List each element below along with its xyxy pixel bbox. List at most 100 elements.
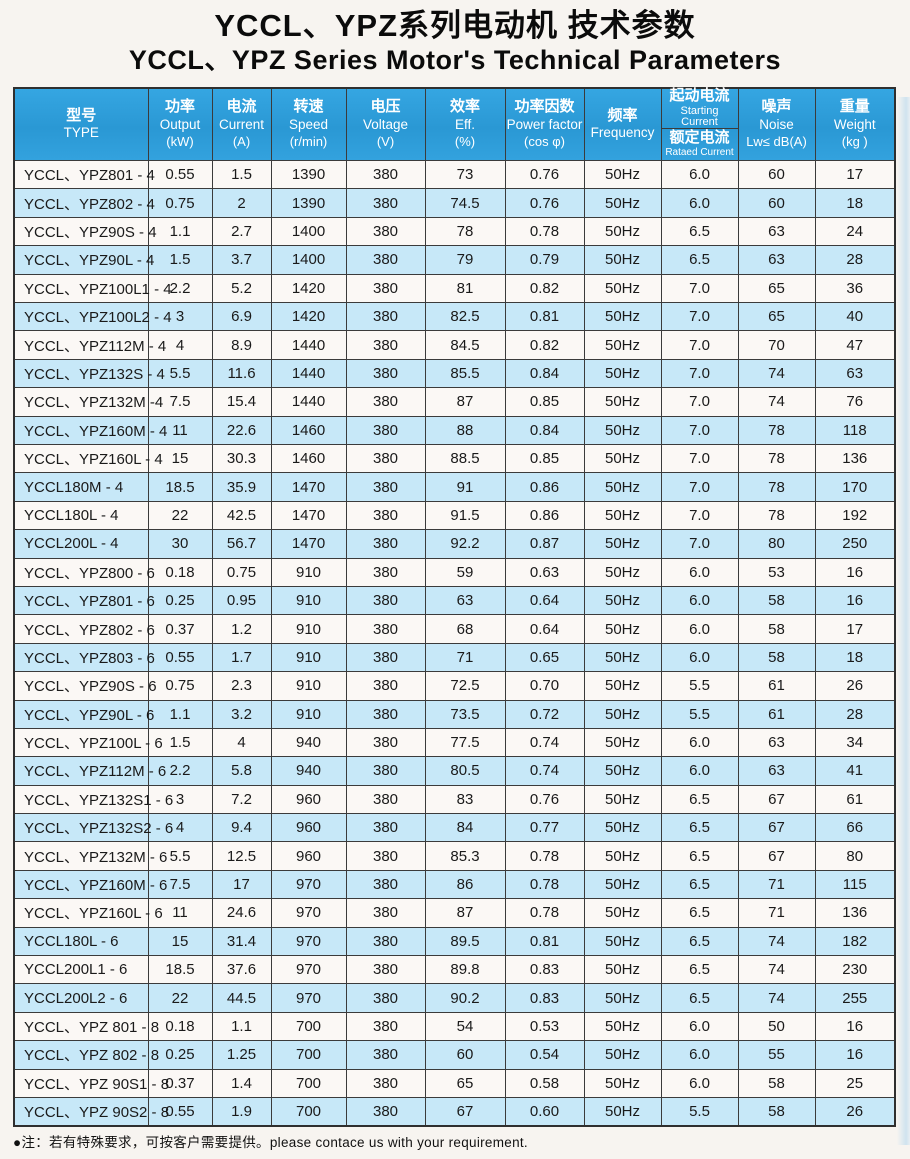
cell-power-factor: 0.64 (504, 614, 585, 644)
header-weight-en: Weight (833, 117, 876, 133)
table-header: 型号 TYPE 功率 Output (kW) 电流 Current (A) 转速… (13, 87, 896, 162)
page-title-zh: YCCL、YPZ系列电动机 技术参数 (214, 8, 696, 43)
cell-output: 15 (147, 926, 213, 957)
cell-frequency: 50Hz (583, 614, 662, 644)
header-output-en: Output (159, 117, 201, 133)
cell-speed: 1390 (270, 160, 347, 190)
header-frequency-zh: 频率 (607, 106, 638, 124)
cell-frequency: 50Hz (583, 415, 662, 445)
header-rated-current-bottom: 额定电流 Rataed Current (662, 129, 738, 160)
cell-weight: 47 (814, 330, 896, 360)
cell-weight: 136 (814, 898, 896, 928)
cell-output: 0.55 (147, 642, 213, 673)
cell-voltage: 380 (345, 443, 426, 474)
cell-type: YCCL、YPZ160M - 6 (13, 869, 167, 900)
table-row: YCCL、YPZ800 - 6 0.18 0.75 910 380 59 0.63 50Hz 6… (13, 557, 896, 587)
cell-weight: 17 (814, 614, 896, 644)
cell-eff: 77.5 (424, 727, 506, 758)
cell-type: YCCL200L1 - 6 (13, 955, 149, 985)
cell-speed: 970 (270, 869, 347, 900)
cell-frequency: 50Hz (583, 160, 662, 190)
cell-frequency: 50Hz (583, 302, 662, 332)
header-type-en: TYPE (63, 125, 99, 141)
cell-speed: 1400 (270, 216, 347, 247)
cell-output: 0.18 (147, 1011, 213, 1042)
cell-weight: 170 (814, 472, 896, 502)
cell-type: YCCL、YPZ132S1 - 6 (13, 784, 173, 815)
cell-frequency: 50Hz (583, 955, 662, 985)
table-row: YCCL、YPZ132S2 - 6 4 9.4 960 380 84 0.77 50Hz 6.5… (13, 813, 896, 843)
cell-noise: 60 (737, 160, 816, 190)
cell-type: YCCL、YPZ160M - 4 (13, 415, 167, 445)
cell-eff: 73 (424, 160, 506, 190)
header-weight-zh: 重量 (839, 98, 870, 116)
cell-noise: 78 (737, 500, 816, 531)
table-row: YCCL、YPZ132S - 4 5.5 11.6 1440 380 85.5 0.84 50… (13, 358, 896, 389)
table-row: YCCL、YPZ90L - 6 1.1 3.2 910 380 73.5 0.72 50Hz 5… (13, 699, 896, 729)
cell-output: 22 (147, 983, 213, 1013)
cell-current: 3.2 (211, 699, 272, 729)
cell-current: 0.75 (211, 557, 272, 587)
cell-current: 9.4 (211, 813, 272, 843)
cell-frequency: 50Hz (583, 500, 662, 531)
cell-noise: 74 (737, 983, 816, 1013)
header-type: 型号 TYPE (13, 87, 149, 162)
cell-weight: 16 (814, 1011, 896, 1042)
cell-starting-current: 6.5 (660, 926, 739, 957)
header-rated-current-en: Rataed Current (665, 147, 734, 159)
cell-voltage: 380 (345, 415, 426, 445)
cell-current: 24.6 (211, 898, 272, 928)
cell-current: 1.4 (211, 1068, 272, 1098)
cell-current: 17 (211, 869, 272, 900)
cell-power-factor: 0.76 (504, 160, 585, 190)
cell-current: 12.5 (211, 841, 272, 871)
cell-output: 1.1 (147, 216, 213, 247)
header-eff-unit: (%) (454, 134, 476, 150)
cell-weight: 230 (814, 955, 896, 985)
cell-frequency: 50Hz (583, 926, 662, 957)
header-voltage-en: Voltage (362, 117, 409, 133)
cell-eff: 91 (424, 472, 506, 502)
cell-frequency: 50Hz (583, 642, 662, 673)
cell-speed: 960 (270, 841, 347, 871)
cell-type: YCCL、YPZ112M - 4 (13, 330, 166, 360)
header-eff-zh: 效率 (449, 98, 480, 116)
cell-type: YCCL、YPZ90S - 6 (13, 671, 157, 701)
cell-voltage: 380 (345, 642, 426, 673)
cell-starting-current: 7.0 (660, 302, 739, 332)
header-weight: 重量 Weight (kg ) (814, 87, 896, 162)
cell-starting-current: 6.0 (660, 1068, 739, 1098)
cell-power-factor: 0.70 (504, 671, 585, 701)
cell-current: 7.2 (211, 784, 272, 815)
cell-noise: 58 (737, 642, 816, 673)
cell-current: 35.9 (211, 472, 272, 502)
scan-edge-artifact (897, 97, 910, 1145)
cell-eff: 90.2 (424, 983, 506, 1013)
cell-weight: 16 (814, 585, 896, 616)
cell-voltage: 380 (345, 699, 426, 729)
cell-noise: 58 (737, 1096, 816, 1127)
cell-weight: 136 (814, 443, 896, 474)
cell-type: YCCL、YPZ801 - 4 (13, 160, 155, 190)
cell-speed: 910 (270, 699, 347, 729)
cell-current: 1.2 (211, 614, 272, 644)
header-noise-zh: 噪声 (761, 98, 792, 116)
table-row: YCCL、YPZ132M -4 7.5 15.4 1440 380 87 0.85 50Hz 7… (13, 387, 896, 417)
cell-output: 30 (147, 529, 213, 559)
header-noise-unit: Lw≤ dB(A) (746, 134, 807, 150)
cell-eff: 92.2 (424, 529, 506, 559)
cell-voltage: 380 (345, 1011, 426, 1042)
parameters-table: 型号 TYPE 功率 Output (kW) 电流 Current (A) 转速… (13, 86, 896, 1127)
header-frequency-en: Frequency (590, 125, 655, 141)
cell-starting-current: 6.5 (660, 983, 739, 1013)
header-starting-current-zh: 起动电流 (669, 87, 730, 105)
table-row: YCCL、YPZ90L - 4 1.5 3.7 1400 380 79 0.79 50Hz 6.… (13, 245, 896, 275)
cell-power-factor: 0.76 (504, 188, 585, 218)
cell-frequency: 50Hz (583, 557, 662, 587)
table-body: YCCL、YPZ801 - 4 0.55 1.5 1390 380 73 0.76 50Hz 6… (13, 160, 896, 1127)
cell-frequency: 50Hz (583, 756, 662, 786)
cell-voltage: 380 (345, 926, 426, 957)
cell-power-factor: 0.85 (504, 387, 585, 417)
cell-noise: 78 (737, 443, 816, 474)
cell-frequency: 50Hz (583, 1040, 662, 1070)
